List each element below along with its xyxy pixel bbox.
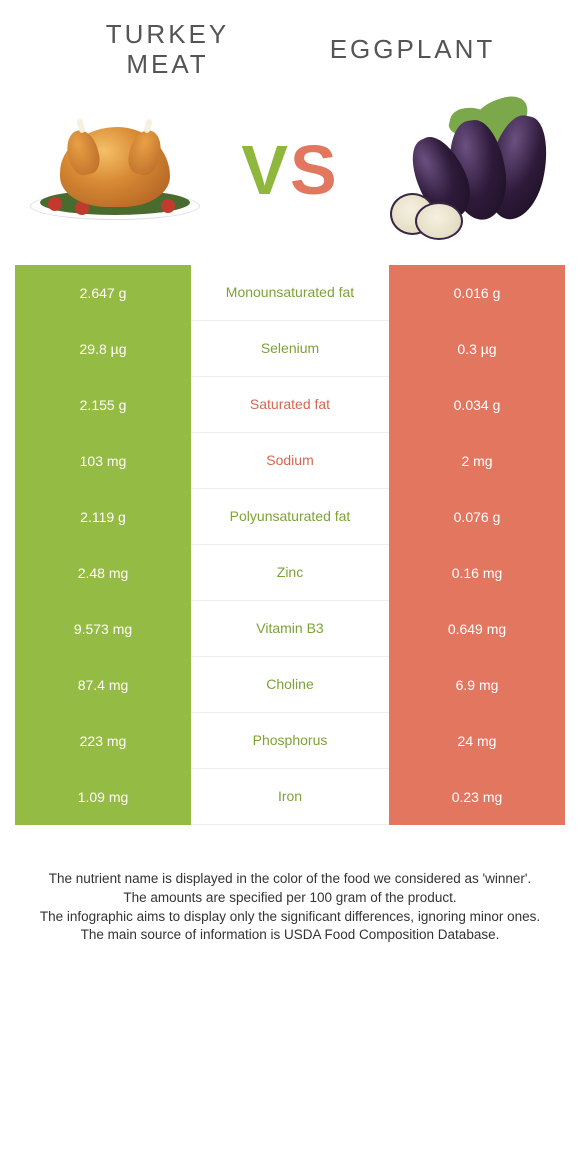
title-left-line1: TURKEY xyxy=(106,19,229,49)
right-value-cell: 2 mg xyxy=(389,433,565,489)
left-value-cell: 223 mg xyxy=(15,713,191,769)
infographic-container: TURKEY MEAT EGGPLANT VS xyxy=(0,0,580,975)
left-value-cell: 2.155 g xyxy=(15,377,191,433)
title-right: EGGPLANT xyxy=(330,34,496,64)
title-left-line2: MEAT xyxy=(126,49,208,79)
left-value-cell: 103 mg xyxy=(15,433,191,489)
nutrient-row: 2.48 mgZinc0.16 mg xyxy=(15,545,565,601)
right-value-cell: 0.23 mg xyxy=(389,769,565,825)
vs-label: VS xyxy=(241,130,338,210)
food-title-left: TURKEY MEAT xyxy=(45,20,290,80)
left-value-cell: 2.119 g xyxy=(15,489,191,545)
nutrient-label-cell: Selenium xyxy=(191,321,389,377)
left-value-cell: 29.8 µg xyxy=(15,321,191,377)
nutrient-label-cell: Saturated fat xyxy=(191,377,389,433)
right-value-cell: 0.076 g xyxy=(389,489,565,545)
right-value-cell: 0.649 mg xyxy=(389,601,565,657)
turkey-image xyxy=(25,105,205,235)
footer-line3: The infographic aims to display only the… xyxy=(35,908,545,927)
nutrient-table: 2.647 gMonounsaturated fat0.016 g29.8 µg… xyxy=(15,265,565,825)
nutrient-label-cell: Zinc xyxy=(191,545,389,601)
nutrient-label-cell: Iron xyxy=(191,769,389,825)
eggplant-image xyxy=(375,105,555,235)
nutrient-row: 9.573 mgVitamin B30.649 mg xyxy=(15,601,565,657)
left-value-cell: 2.48 mg xyxy=(15,545,191,601)
nutrient-row: 29.8 µgSelenium0.3 µg xyxy=(15,321,565,377)
nutrient-row: 2.155 gSaturated fat0.034 g xyxy=(15,377,565,433)
right-value-cell: 6.9 mg xyxy=(389,657,565,713)
nutrient-label-cell: Sodium xyxy=(191,433,389,489)
vs-v: V xyxy=(241,131,290,209)
nutrient-row: 103 mgSodium2 mg xyxy=(15,433,565,489)
nutrient-label-cell: Vitamin B3 xyxy=(191,601,389,657)
nutrient-row: 223 mgPhosphorus24 mg xyxy=(15,713,565,769)
footer-notes: The nutrient name is displayed in the co… xyxy=(15,870,565,946)
right-value-cell: 24 mg xyxy=(389,713,565,769)
footer-line1: The nutrient name is displayed in the co… xyxy=(35,870,545,889)
nutrient-row: 2.119 gPolyunsaturated fat0.076 g xyxy=(15,489,565,545)
nutrient-label-cell: Phosphorus xyxy=(191,713,389,769)
nutrient-row: 1.09 mgIron0.23 mg xyxy=(15,769,565,825)
left-value-cell: 1.09 mg xyxy=(15,769,191,825)
images-row: VS xyxy=(15,105,565,235)
right-value-cell: 0.3 µg xyxy=(389,321,565,377)
nutrient-row: 2.647 gMonounsaturated fat0.016 g xyxy=(15,265,565,321)
footer-line4: The main source of information is USDA F… xyxy=(35,926,545,945)
right-value-cell: 0.016 g xyxy=(389,265,565,321)
header-row: TURKEY MEAT EGGPLANT xyxy=(15,20,565,80)
nutrient-label-cell: Polyunsaturated fat xyxy=(191,489,389,545)
nutrient-label-cell: Choline xyxy=(191,657,389,713)
vs-s: S xyxy=(290,131,339,209)
left-value-cell: 2.647 g xyxy=(15,265,191,321)
food-title-right: EGGPLANT xyxy=(290,20,535,65)
left-value-cell: 9.573 mg xyxy=(15,601,191,657)
nutrient-label-cell: Monounsaturated fat xyxy=(191,265,389,321)
footer-line2: The amounts are specified per 100 gram o… xyxy=(35,889,545,908)
nutrient-row: 87.4 mgCholine6.9 mg xyxy=(15,657,565,713)
right-value-cell: 0.16 mg xyxy=(389,545,565,601)
right-value-cell: 0.034 g xyxy=(389,377,565,433)
left-value-cell: 87.4 mg xyxy=(15,657,191,713)
